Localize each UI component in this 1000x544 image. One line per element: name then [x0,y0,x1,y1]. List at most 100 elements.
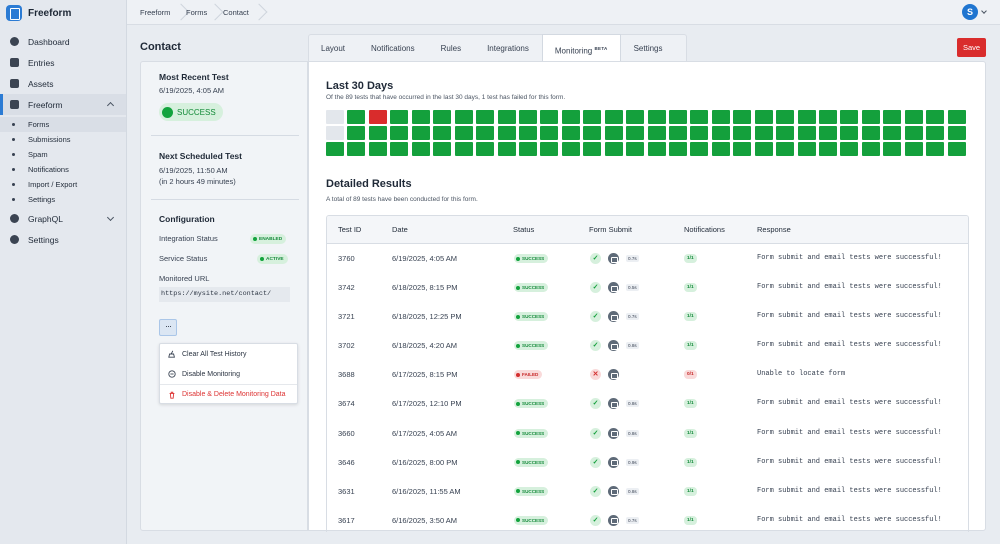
sidebar-item-freeform[interactable]: Freeform [0,94,126,115]
tab-settings[interactable]: Settings [633,44,663,53]
day-column[interactable] [626,110,645,156]
sidebar-subitem-forms[interactable]: Forms [0,117,126,132]
day-column[interactable] [904,110,923,156]
sidebar-item-assets[interactable]: Assets [0,73,126,94]
test-result-segment [861,142,880,156]
table-row[interactable]: 3702 6/18/2025, 4:20 AM SUCCESS ✓ 0.8s 1/1 For… [327,331,968,360]
day-column[interactable] [561,110,580,156]
chevron-down-icon[interactable] [106,213,115,222]
day-column[interactable] [926,110,945,156]
test-result-segment [347,142,366,156]
test-result-segment [433,110,452,124]
day-column[interactable] [347,110,366,156]
detailed-results-subtitle: A total of 89 tests have been conducted … [326,196,478,203]
column-header-status[interactable]: Status [513,225,535,234]
test-result-segment [733,142,752,156]
test-result-segment [497,142,516,156]
sidebar-subitem-label: Forms [28,120,50,129]
table-row[interactable]: 3721 6/18/2025, 12:25 PM SUCCESS ✓ 0.7s 1/1 Fo… [327,302,968,331]
status-text: SUCCESS [522,488,545,494]
notifications-badge: 1/1 [684,312,697,322]
day-column[interactable] [861,110,880,156]
table-row[interactable]: 3617 6/16/2025, 3:50 AM SUCCESS ✓ 0.7s 1/1 For… [327,506,968,532]
table-row[interactable]: 3660 6/17/2025, 4:05 AM SUCCESS ✓ 0.8s 1/1 For… [327,419,968,448]
sidebar-subitem-import-export[interactable]: Import / Export [0,177,126,192]
column-header-notifications[interactable]: Notifications [684,225,725,234]
tab-notifications[interactable]: Notifications [371,44,415,53]
sidebar-item-label: Settings [28,234,59,245]
sidebar-subitem-settings[interactable]: Settings [0,192,126,207]
breadcrumb-freeform[interactable]: Freeform [140,8,171,17]
tab-rules[interactable]: Rules [440,44,462,53]
sidebar-subitem-spam[interactable]: Spam [0,147,126,162]
table-row[interactable]: 3742 6/18/2025, 8:15 PM SUCCESS ✓ 0.5s 1/1 For… [327,273,968,302]
table-row[interactable]: 3646 6/16/2025, 8:00 PM SUCCESS ✓ 0.9s 1/1 For… [327,448,968,477]
day-column[interactable] [690,110,709,156]
day-column[interactable] [497,110,516,156]
table-header: Test ID Date Status Form Submit Notifica… [327,216,968,244]
test-result-segment [776,126,795,140]
test-result-segment [819,110,837,124]
day-column[interactable] [540,110,559,156]
day-column[interactable] [883,110,902,156]
day-column[interactable] [518,110,537,156]
test-id-cell: 3688 [338,370,355,380]
day-column[interactable] [433,110,452,156]
day-column[interactable] [840,110,859,156]
sidebar-item-entries[interactable]: Entries [0,52,126,73]
day-column[interactable] [604,110,623,156]
day-column[interactable] [733,110,752,156]
sidebar-item-graphql[interactable]: GraphQL [0,208,126,229]
tabs: Layout Notifications Rules Integrations … [308,34,676,62]
day-column[interactable] [390,110,409,156]
day-column[interactable] [711,110,730,156]
save-button[interactable]: Save [957,38,986,57]
day-column[interactable] [476,110,494,156]
tabs-bar [308,34,687,62]
menu-item-delete-monitoring[interactable]: Disable & Delete Monitoring Data [160,384,297,404]
test-result-segment [733,126,752,140]
column-header-response[interactable]: Response [757,225,791,234]
sidebar-subitem-submissions[interactable]: Submissions [0,132,126,147]
column-header-date[interactable]: Date [392,225,408,234]
brand[interactable]: Freeform [6,4,71,22]
sidebar-item-dashboard[interactable]: Dashboard [0,31,126,52]
column-header-test-id[interactable]: Test ID [338,225,362,234]
day-column[interactable] [454,110,473,156]
day-column[interactable] [368,110,387,156]
table-row[interactable]: 3760 6/19/2025, 4:05 AM SUCCESS ✓ 0.7s 1/1 For… [327,244,968,273]
day-column[interactable] [797,110,816,156]
breadcrumb-forms[interactable]: Forms [186,8,208,17]
email-icon [608,427,619,439]
day-column[interactable] [647,110,666,156]
sidebar-item-label: GraphQL [28,213,63,224]
more-options-button[interactable]: ··· [159,319,177,336]
table-row[interactable]: 3674 6/17/2025, 12:10 PM SUCCESS ✓ 0.8s 1/1 Fo… [327,389,968,418]
day-column[interactable] [411,110,430,156]
day-column[interactable] [819,110,837,156]
tab-integrations[interactable]: Integrations [487,44,529,53]
day-column[interactable] [754,110,773,156]
test-result-segment [368,126,387,140]
user-avatar[interactable]: S [962,4,978,20]
recent-test-date: 6/19/2025, 4:05 AM [159,86,225,95]
sidebar-subitem-notifications[interactable]: Notifications [0,162,126,177]
column-header-form-submit[interactable]: Form Submit [589,225,632,234]
table-row[interactable]: 3688 6/17/2025, 8:15 PM FAILED ✕ 0/1 Unable t… [327,360,968,389]
day-column[interactable] [776,110,795,156]
test-result-segment [411,126,430,140]
menu-item-disable-monitoring[interactable]: Disable Monitoring [160,364,297,384]
day-column[interactable] [668,110,687,156]
table-row[interactable]: 3631 6/16/2025, 11:55 AM SUCCESS ✓ 0.8s 1/1 Fo… [327,477,968,506]
day-column[interactable] [583,110,602,156]
sidebar-item-settings[interactable]: Settings [0,229,126,250]
last-30-days-subtitle: Of the 89 tests that have occurred in th… [326,94,566,101]
day-column[interactable] [947,110,966,156]
test-result-segment [926,110,945,124]
tab-layout[interactable]: Layout [321,44,346,53]
chevron-up-icon[interactable] [106,101,115,110]
menu-item-clear-history[interactable]: Clear All Test History [160,344,297,364]
day-column[interactable] [326,110,344,156]
graphql-icon [10,214,19,223]
tab-monitoring[interactable]: Monitoring BETA [541,34,621,62]
